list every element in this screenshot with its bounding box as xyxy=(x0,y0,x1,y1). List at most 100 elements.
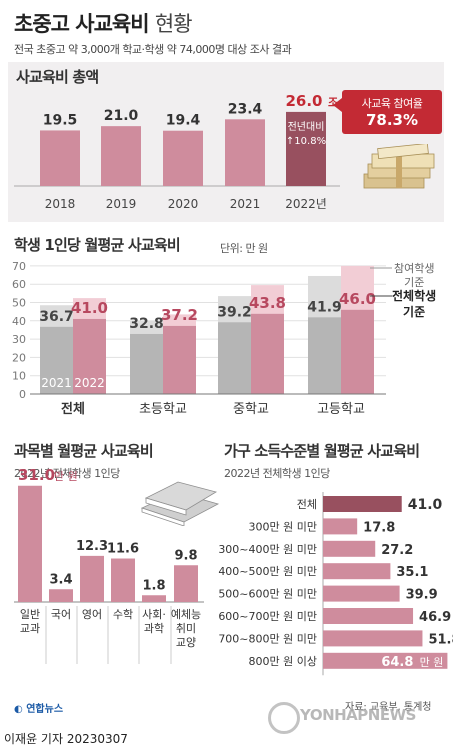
income-value-label: 35.1 xyxy=(396,565,428,580)
income-category-label: 300만 원 미만 xyxy=(249,520,317,533)
per-y-tick: 20 xyxy=(12,351,26,364)
total-value-label: 26.0 xyxy=(285,92,322,110)
total-value-label: 21.0 xyxy=(104,108,139,124)
per-value-2022: 43.8 xyxy=(249,294,286,312)
per-student-section-title: 학생 1인당 월평균 사교육비 xyxy=(14,236,181,254)
income-bar xyxy=(323,652,448,669)
income-bar xyxy=(323,518,358,535)
income-bar xyxy=(323,563,391,580)
per-y-tick: 10 xyxy=(12,370,26,383)
subject-bar xyxy=(49,589,73,602)
per-x-tick: 전체 xyxy=(61,401,85,417)
total-x-tick: 2020 xyxy=(168,197,199,211)
per-x-tick: 고등학교 xyxy=(317,402,365,417)
participation-label: 사교육 참여율 xyxy=(361,97,423,110)
per-bar-2022 xyxy=(73,318,106,394)
participation-callout: 사교육 참여율 78.3% xyxy=(333,90,442,134)
subject-section-title: 과목별 월평균 사교육비 xyxy=(14,442,154,460)
subject-value-label: 9.8 xyxy=(174,548,197,563)
income-section-subtitle: 2022년 전체학생 1인당 xyxy=(224,467,330,480)
income-value-label: 17.8 xyxy=(363,520,395,535)
income-bar xyxy=(323,608,414,624)
per-year-2021: 2021 xyxy=(41,376,72,390)
yoy-label: 전년대비 xyxy=(288,121,325,133)
income-value-label: 46.9 xyxy=(419,610,451,625)
total-value-label: 19.4 xyxy=(166,113,201,129)
per-y-tick: 60 xyxy=(12,278,26,291)
income-bar xyxy=(323,630,423,647)
logo-icon: ◐ xyxy=(14,704,23,715)
total-bar-2018 xyxy=(40,130,80,186)
subject-x-tick: 영어 xyxy=(82,608,102,621)
per-y-tick: 0 xyxy=(19,388,26,401)
income-bar xyxy=(323,540,376,557)
subject-value-label: 3.4 xyxy=(49,572,72,587)
per-x-tick: 중학교 xyxy=(233,402,269,417)
per-value-2021: 41.9 xyxy=(307,299,342,315)
subject-chart: 31.0만 원일반 교과 3.4 국어 12.3 영어 11.6 수학 1.8 사회· 과학 9.8 예… xyxy=(14,466,204,664)
income-bar xyxy=(323,585,400,602)
per-x-tick: 초등학교 xyxy=(139,402,187,417)
page-title: 초중고 사교육비 현황 xyxy=(14,8,193,38)
books-icon xyxy=(140,481,220,526)
subject-value-label: 1.8 xyxy=(142,578,165,593)
logo-text: 연합뉴스 xyxy=(26,704,64,715)
title-light: 현황 xyxy=(154,12,193,36)
total-bar-2022년 xyxy=(286,111,326,186)
subject-x-tick: 예체능 취미 교양 xyxy=(171,608,201,649)
income-value-label: 41.0 xyxy=(408,497,443,513)
income-category-label: 600~700만 원 미만 xyxy=(218,610,317,623)
subject-bar xyxy=(111,558,135,602)
per-bar-2021 xyxy=(308,317,341,394)
total-x-tick: 2019 xyxy=(106,197,137,211)
per-y-tick: 50 xyxy=(12,297,26,310)
income-unit-label: 만 원 xyxy=(420,656,444,669)
per-value-2021: 36.7 xyxy=(39,309,74,325)
per-bar-2022 xyxy=(163,325,196,394)
subject-x-tick: 일반 교과 xyxy=(20,607,40,635)
per-value-2021: 39.2 xyxy=(217,304,252,320)
income-category-label: 전체 xyxy=(297,498,317,511)
per-bar-2021 xyxy=(130,333,163,394)
income-value-label: 39.9 xyxy=(406,588,438,603)
subject-value-label: 31.0 xyxy=(18,466,55,484)
total-x-tick: 2018 xyxy=(45,197,76,211)
source-text: 자료: 교육부, 통계청 xyxy=(345,702,432,713)
yoy-value: ↑10.8% xyxy=(286,136,326,147)
per-value-2022: 41.0 xyxy=(71,299,108,317)
subject-section-subtitle: 2022년 전체학생 1인당 xyxy=(14,467,120,480)
per-student-chart: 0 10 20 30 40 50 60 70 36.741.0 전체 32.837.2 초등학교 39.… xyxy=(12,260,392,417)
total-x-tick: 2021 xyxy=(230,197,261,211)
subject-bar xyxy=(174,565,198,602)
income-category-label: 400~500만 원 미만 xyxy=(218,565,317,578)
subject-value-label: 12.3 xyxy=(76,539,108,554)
subject-bar xyxy=(80,555,104,602)
per-bar-2021 xyxy=(40,326,73,394)
per-y-tick: 40 xyxy=(12,315,26,328)
legend-all: 전체학생 기준 xyxy=(392,289,437,319)
total-section-title: 사교육비 총액 xyxy=(16,68,99,86)
income-bar xyxy=(323,496,402,512)
yonhap-logo: ◐ 연합뉴스 xyxy=(14,700,63,715)
watermark: YONHAPNEWS xyxy=(300,706,416,724)
total-x-tick: 2022년 xyxy=(285,197,327,211)
subject-unit-label: 만 원 xyxy=(54,470,78,483)
legend-participants: 참여학생 기준 xyxy=(394,262,435,289)
subject-bar xyxy=(18,485,42,602)
income-section-title: 가구 소득수준별 월평균 사교육비 xyxy=(224,442,420,460)
participation-value: 78.3% xyxy=(365,111,419,129)
page-subtitle: 전국 초중고 약 3,000개 학교·학생 약 74,000명 대상 조사 결과 xyxy=(14,43,292,56)
per-y-tick: 30 xyxy=(12,333,26,346)
income-category-label: 800만 원 이상 xyxy=(249,655,317,668)
per-bar-2021 xyxy=(218,322,251,394)
income-value-label: 64.8 xyxy=(381,655,413,670)
per-y-tick: 70 xyxy=(12,260,26,273)
per-student-unit: 단위: 만 원 xyxy=(220,242,268,255)
subject-x-tick: 수학 xyxy=(113,608,133,621)
total-bar-2021 xyxy=(225,119,265,186)
total-bar-2020 xyxy=(163,130,203,186)
income-chart: 전체 41.0 300만 원 미만 17.8 300~400만 원 미만 27.2 400~… xyxy=(218,492,453,676)
author-date: 이재윤 기자 20230307 xyxy=(4,732,128,746)
total-bar-2019 xyxy=(101,126,141,186)
